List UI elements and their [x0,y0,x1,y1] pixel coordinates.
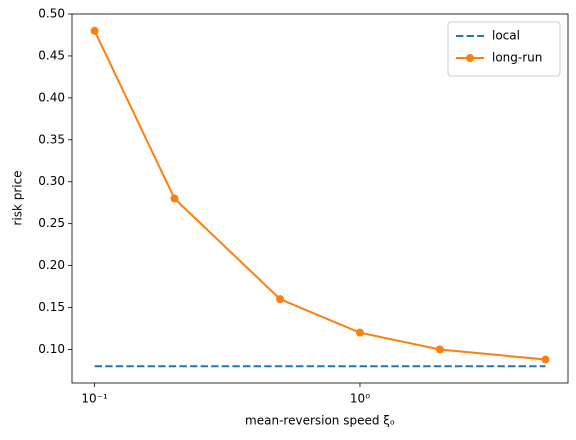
y-tick-label: 0.40 [38,90,65,104]
marker [276,295,285,304]
marker [170,194,179,203]
legend-box [447,21,561,77]
plot-frame [71,13,569,384]
y-tick-label: 0.45 [38,48,65,62]
y-tick-label: 0.35 [38,132,65,146]
y-tick-label: 0.25 [38,216,65,230]
y-axis-label: risk price [11,170,25,225]
marker [435,345,444,354]
y-tick-label: 0.50 [38,7,65,21]
x-tick-label: 10⁰ [350,392,370,406]
marker [541,355,550,364]
line [93,30,546,361]
marker [90,26,99,35]
y-tick-label: 0.20 [38,258,65,272]
y-tick-label: 0.15 [38,300,65,314]
y-tick-label: 0.10 [38,342,65,356]
legend-marker [466,54,474,62]
x-axis-label: mean-reversion speed ξₒ [245,414,395,428]
legend-label: long-run [492,51,542,65]
x-tick-label: 10⁻¹ [81,392,108,406]
y-tick-label: 0.30 [38,174,65,188]
marker [355,328,364,337]
legend-label: local [492,29,520,43]
